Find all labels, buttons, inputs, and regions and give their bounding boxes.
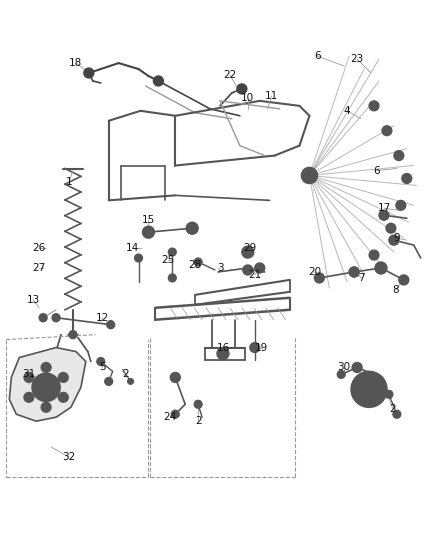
Circle shape — [194, 400, 202, 408]
Circle shape — [41, 362, 51, 373]
Text: 21: 21 — [248, 270, 261, 280]
Text: 3: 3 — [217, 263, 223, 273]
Circle shape — [255, 263, 265, 273]
Circle shape — [107, 321, 115, 329]
Text: 18: 18 — [69, 58, 82, 68]
Circle shape — [134, 254, 142, 262]
Circle shape — [385, 390, 393, 398]
Circle shape — [399, 275, 409, 285]
Circle shape — [386, 223, 396, 233]
Text: 22: 22 — [223, 70, 237, 80]
Polygon shape — [9, 348, 86, 421]
Circle shape — [394, 151, 404, 160]
Text: 6: 6 — [314, 51, 321, 61]
Circle shape — [170, 373, 180, 382]
Circle shape — [301, 167, 318, 183]
Text: 25: 25 — [162, 255, 175, 265]
Text: 27: 27 — [32, 263, 46, 273]
Text: 10: 10 — [241, 93, 254, 103]
Circle shape — [97, 358, 105, 366]
Circle shape — [153, 76, 163, 86]
Circle shape — [105, 377, 113, 385]
Text: 5: 5 — [99, 362, 106, 373]
Text: 17: 17 — [377, 203, 391, 213]
Circle shape — [369, 250, 379, 260]
Text: 8: 8 — [392, 285, 399, 295]
Circle shape — [38, 379, 54, 395]
Text: 24: 24 — [164, 412, 177, 422]
Text: 16: 16 — [216, 343, 230, 352]
Circle shape — [237, 84, 247, 94]
Text: 20: 20 — [308, 267, 321, 277]
Circle shape — [337, 370, 345, 378]
Text: 2: 2 — [389, 404, 396, 414]
Circle shape — [171, 410, 179, 418]
Text: 11: 11 — [265, 91, 278, 101]
Circle shape — [349, 267, 359, 277]
Text: 19: 19 — [255, 343, 268, 352]
Circle shape — [379, 211, 389, 220]
Text: 23: 23 — [350, 54, 364, 64]
Circle shape — [194, 258, 202, 266]
Circle shape — [32, 374, 60, 401]
Circle shape — [396, 200, 406, 211]
Circle shape — [42, 383, 50, 391]
Circle shape — [389, 235, 399, 245]
Text: 1: 1 — [66, 177, 72, 188]
Circle shape — [250, 343, 260, 352]
Text: 7: 7 — [358, 273, 364, 283]
Circle shape — [217, 348, 229, 360]
Text: 32: 32 — [62, 452, 76, 462]
Circle shape — [402, 173, 412, 183]
Text: 12: 12 — [96, 313, 110, 323]
Circle shape — [243, 265, 253, 275]
Circle shape — [364, 384, 374, 394]
Text: 2: 2 — [195, 416, 201, 426]
Circle shape — [369, 101, 379, 111]
Circle shape — [69, 330, 77, 338]
Circle shape — [186, 222, 198, 234]
Circle shape — [375, 262, 387, 274]
Circle shape — [314, 273, 324, 283]
Circle shape — [24, 373, 34, 382]
Circle shape — [84, 68, 94, 78]
Circle shape — [24, 392, 34, 402]
Circle shape — [382, 126, 392, 136]
Circle shape — [242, 246, 254, 258]
Text: 31: 31 — [23, 369, 36, 379]
Text: 6: 6 — [374, 166, 380, 175]
Text: 28: 28 — [188, 260, 202, 270]
Text: 13: 13 — [27, 295, 40, 305]
Circle shape — [359, 379, 379, 399]
Circle shape — [351, 372, 387, 407]
Text: 2: 2 — [122, 369, 129, 379]
Circle shape — [352, 362, 362, 373]
Circle shape — [305, 172, 314, 180]
Circle shape — [127, 378, 134, 384]
Text: 15: 15 — [142, 215, 155, 225]
Circle shape — [41, 402, 51, 412]
Circle shape — [393, 410, 401, 418]
Circle shape — [58, 392, 68, 402]
Circle shape — [39, 314, 47, 322]
Text: 29: 29 — [243, 243, 256, 253]
Circle shape — [349, 267, 359, 277]
Circle shape — [168, 248, 176, 256]
Text: 30: 30 — [338, 362, 351, 373]
Text: 4: 4 — [344, 106, 350, 116]
Text: 9: 9 — [394, 233, 400, 243]
Circle shape — [52, 314, 60, 322]
Circle shape — [58, 373, 68, 382]
Circle shape — [220, 351, 226, 357]
Text: 14: 14 — [126, 243, 139, 253]
Text: 26: 26 — [32, 243, 46, 253]
Circle shape — [168, 274, 176, 282]
Circle shape — [142, 226, 155, 238]
